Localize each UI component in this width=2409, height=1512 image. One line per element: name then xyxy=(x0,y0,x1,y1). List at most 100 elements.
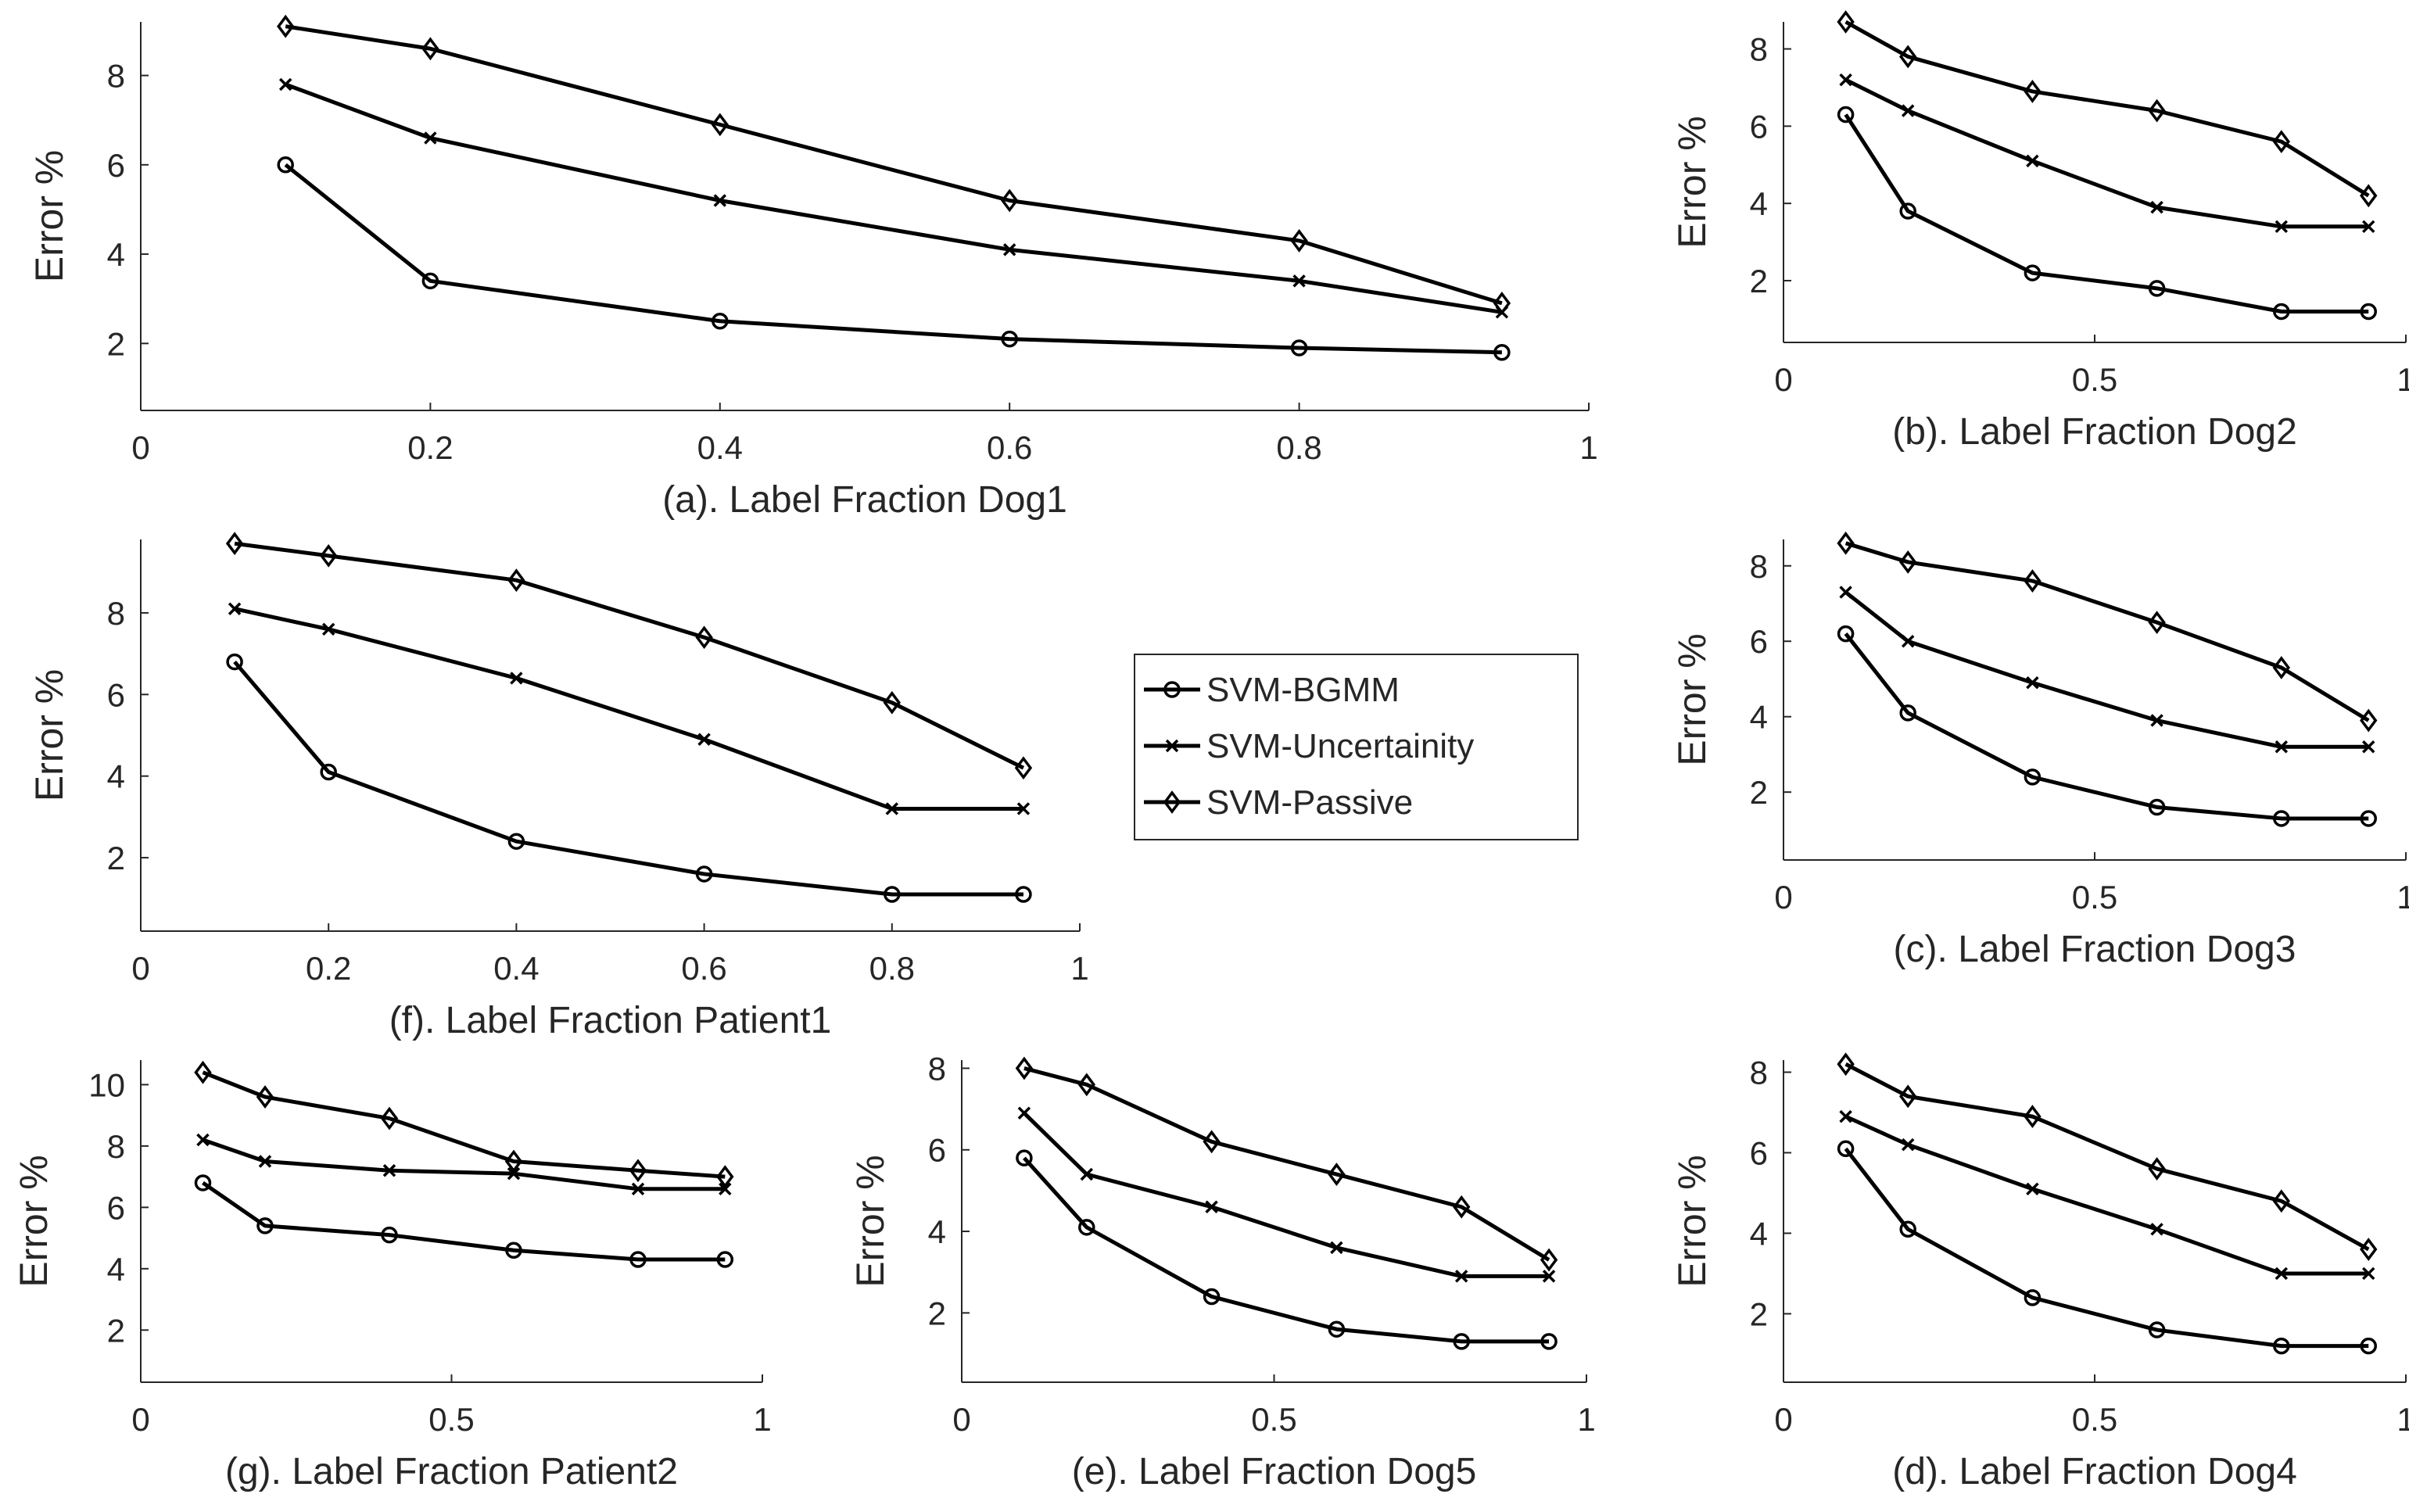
series-svm-passive xyxy=(1837,10,2378,208)
series-svm-bgmm xyxy=(1837,1140,2377,1355)
x-tick-label: 0.5 xyxy=(1251,1401,1296,1438)
data-point-svm-uncertainity xyxy=(2362,1267,2375,1281)
series-svm-uncertainity xyxy=(1839,1109,2375,1281)
data-point-svm-uncertainity xyxy=(697,733,711,746)
x-tick-label: 0.5 xyxy=(428,1401,474,1438)
series-svm-bgmm xyxy=(277,156,1511,361)
data-point-svm-uncertainity xyxy=(1839,586,1852,599)
y-tick-label: 8 xyxy=(1750,31,1768,68)
legend-label: SVM-Passive xyxy=(1206,783,1413,822)
data-point-svm-bgmm xyxy=(1203,1288,1221,1306)
data-point-svm-passive xyxy=(2148,611,2166,635)
data-point-svm-passive xyxy=(2272,130,2290,154)
data-point-svm-bgmm xyxy=(2273,303,2290,321)
series-svm-passive xyxy=(277,14,1511,315)
data-point-svm-passive xyxy=(711,113,729,137)
data-point-svm-uncertainity-stroke-2 xyxy=(1901,1138,1915,1152)
data-point-svm-bgmm xyxy=(1015,886,1032,903)
data-point-svm-bgmm xyxy=(505,1241,522,1259)
data-point-svm-uncertainity-stroke-2 xyxy=(1542,1270,1556,1283)
data-point-svm-passive xyxy=(1899,45,1917,69)
data-point-svm-bgmm xyxy=(1899,704,1916,722)
data-point-svm-uncertainity xyxy=(1017,1106,1031,1120)
data-point-svm-passive xyxy=(504,1149,523,1173)
data-point-svm-uncertainity-stroke-2 xyxy=(1292,274,1306,288)
x-tick-label: 0.6 xyxy=(681,950,726,987)
x-axis-label: (f). Label Fraction Patient1 xyxy=(389,1000,832,1041)
subplot-g: 0 0.5 1 2 4 6 8 10 (g). Label Fraction Patient2 E… xyxy=(12,1060,772,1492)
data-point-svm-passive xyxy=(1328,1163,1346,1186)
x-tick-label: 0.6 xyxy=(987,429,1032,466)
data-point-svm-uncertainity xyxy=(2362,740,2375,754)
y-tick-label: 6 xyxy=(1750,108,1768,145)
data-point-svm-passive xyxy=(421,37,439,61)
series-line-svm-bgmm xyxy=(202,1181,726,1262)
data-point-svm-bgmm xyxy=(712,312,729,330)
y-tick-label: 2 xyxy=(1750,774,1768,811)
data-point-svm-bgmm xyxy=(2024,264,2042,281)
data-point-svm-passive xyxy=(629,1159,647,1183)
legend-box xyxy=(1134,654,1579,840)
subplot-b: 0 0.5 1 2 4 6 8 (b). Label Fraction Dog2 Error % xyxy=(1670,10,2409,453)
data-point-svm-passive xyxy=(2360,1238,2378,1261)
y-tick-label: 6 xyxy=(1750,623,1768,660)
y-axis-label: Error % xyxy=(1670,116,1714,248)
data-point-svm-uncertainity xyxy=(1901,634,1915,648)
data-point-svm-bgmm xyxy=(1540,1333,1558,1350)
data-point-svm-passive xyxy=(695,625,713,650)
legend-marker-stroke-2 xyxy=(1165,739,1179,753)
y-tick-label: 4 xyxy=(107,236,125,273)
data-point-svm-uncertainity xyxy=(1330,1241,1343,1255)
legend-marker xyxy=(1163,681,1181,698)
series-svm-bgmm xyxy=(1837,625,2377,827)
data-point-svm-bgmm xyxy=(2024,769,2042,786)
series-line-svm-bgmm xyxy=(1844,1147,2369,1349)
data-point-svm-passive xyxy=(1899,550,1917,574)
legend-marker xyxy=(1163,790,1181,814)
data-point-svm-passive xyxy=(320,543,338,568)
legend-entry-svm-bgmm: SVM-BGMM xyxy=(1144,671,1400,709)
data-point-svm-uncertainity xyxy=(2275,220,2289,234)
data-point-svm-passive xyxy=(225,532,244,556)
data-point-svm-uncertainity xyxy=(2150,1223,2163,1236)
y-tick-label: 4 xyxy=(107,1251,125,1288)
y-tick-label: 2 xyxy=(1750,1295,1768,1332)
legend-marker xyxy=(1165,739,1179,753)
data-point-svm-passive xyxy=(1899,1084,1917,1109)
y-axis-label: Error % xyxy=(848,1155,892,1287)
x-tick-label: 1 xyxy=(2396,879,2409,915)
data-point-svm-passive xyxy=(883,690,901,715)
subplot-e: 0 0.5 1 2 4 6 8 (e). Label Fraction Dog5 Error % xyxy=(848,1050,1596,1492)
series-line-svm-passive xyxy=(285,24,1503,306)
data-point-svm-bgmm xyxy=(2360,303,2377,321)
y-tick-label: 6 xyxy=(1750,1134,1768,1171)
data-point-svm-uncertainity xyxy=(1292,274,1306,288)
data-point-svm-bgmm xyxy=(1899,202,1916,220)
data-point-svm-uncertainity xyxy=(1839,1109,1852,1123)
data-point-svm-passive xyxy=(2024,79,2042,103)
data-point-svm-uncertainity-stroke-2 xyxy=(1016,802,1031,815)
data-point-svm-bgmm xyxy=(2360,810,2377,827)
data-point-svm-bgmm xyxy=(1837,1140,1855,1158)
series-line-svm-uncertainity xyxy=(1844,77,2369,229)
legend-entry-svm-passive: SVM-Passive xyxy=(1144,783,1413,822)
data-point-svm-uncertainity-stroke-2 xyxy=(1839,1109,1852,1123)
data-point-svm-uncertainity-stroke-2 xyxy=(719,1182,732,1196)
data-point-svm-bgmm xyxy=(1078,1219,1095,1236)
x-tick-label: 0 xyxy=(131,950,149,987)
series-line-svm-uncertainity xyxy=(1844,1114,2369,1276)
x-tick-label: 0.8 xyxy=(1276,429,1321,466)
subplot-d: 0 0.5 1 2 4 6 8 (d). Label Fraction Dog4 Error % xyxy=(1670,1052,2409,1492)
data-point-svm-passive xyxy=(507,568,525,593)
y-tick-label: 2 xyxy=(107,840,125,876)
data-point-svm-uncertainity-stroke-2 xyxy=(196,1133,210,1147)
series-svm-uncertainity xyxy=(196,1133,732,1196)
data-point-svm-uncertainity-stroke-2 xyxy=(2026,154,2039,168)
data-point-svm-uncertainity-stroke-2 xyxy=(713,194,727,207)
data-point-svm-uncertainity xyxy=(1542,1270,1556,1283)
x-tick-label: 0.2 xyxy=(407,429,453,466)
data-point-svm-uncertainity xyxy=(510,672,523,685)
y-tick-label: 8 xyxy=(107,595,125,632)
data-point-svm-passive xyxy=(2272,1189,2290,1213)
data-point-svm-bgmm xyxy=(1453,1333,1470,1350)
